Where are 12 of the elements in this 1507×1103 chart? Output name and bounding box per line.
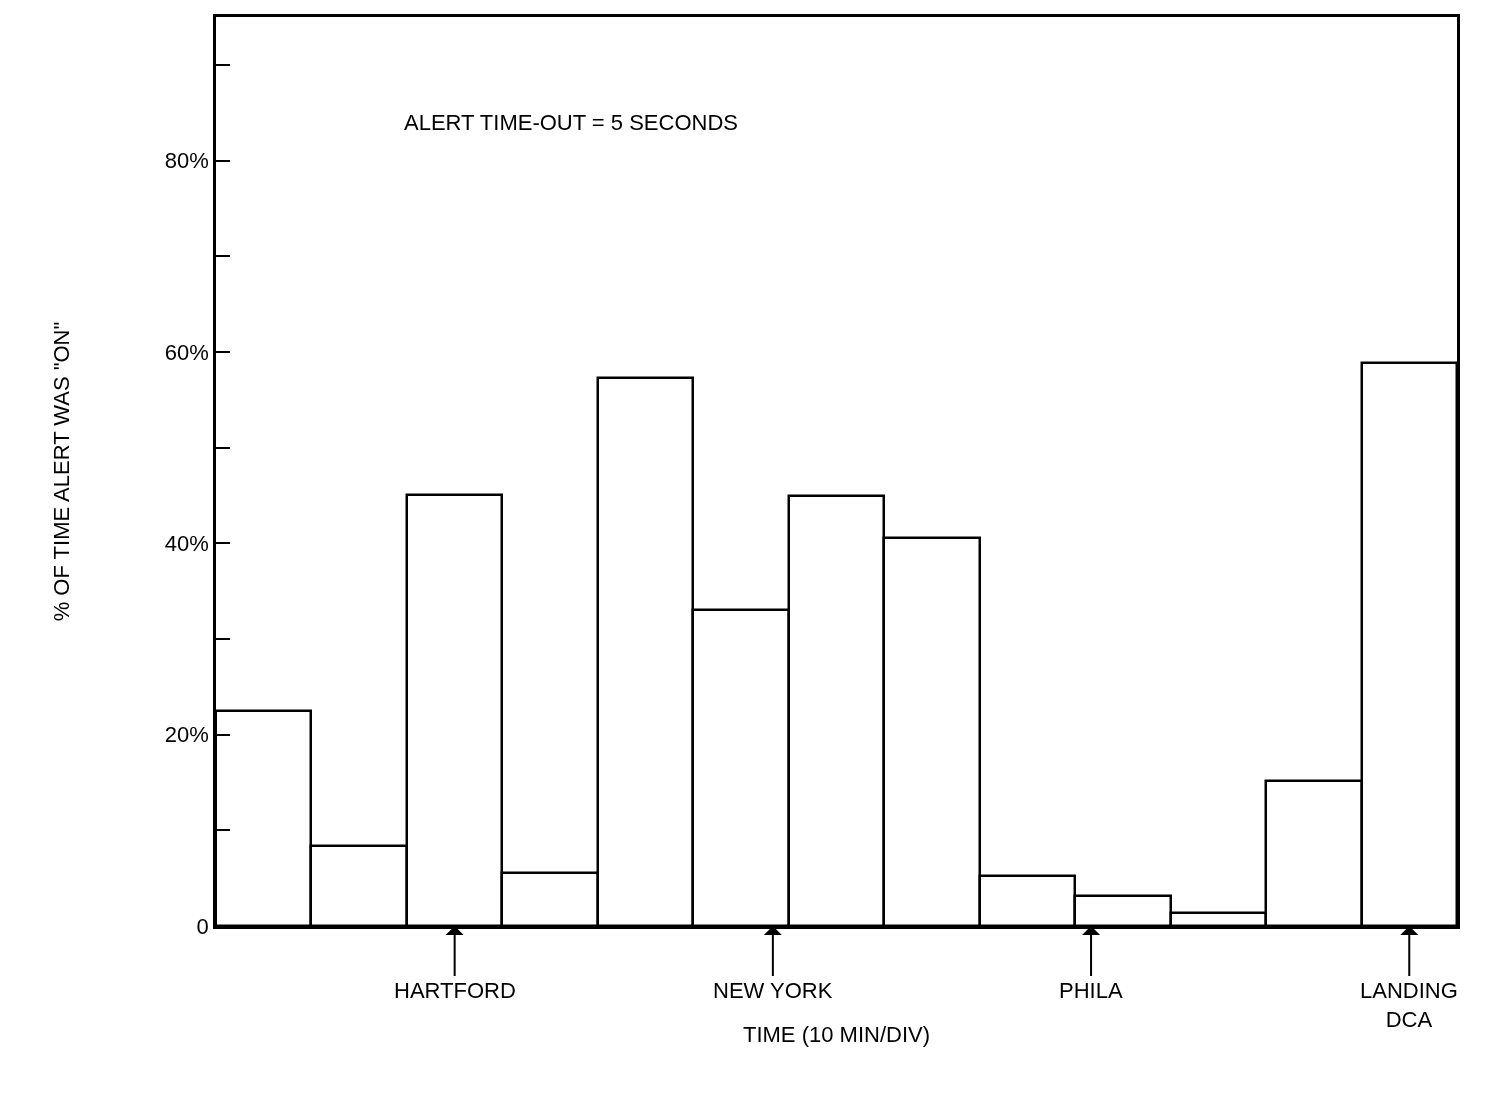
y-axis-title: % OF TIME ALERT WAS "ON" bbox=[48, 321, 74, 622]
text: NEW YORK bbox=[713, 978, 833, 1003]
y-tick-label: 60% bbox=[164, 339, 209, 365]
y-tick-label: 80% bbox=[164, 148, 209, 174]
text: HARTFORD bbox=[394, 978, 516, 1003]
text: PHILA bbox=[1059, 978, 1123, 1003]
text: LANDING DCA bbox=[1360, 978, 1458, 1032]
y-tick-label: 40% bbox=[164, 530, 209, 556]
x-axis-title: TIME (10 MIN/DIV) bbox=[742, 1022, 931, 1048]
y-tick-label: 0 bbox=[196, 913, 209, 939]
y-tick-label: 20% bbox=[164, 722, 209, 748]
annotation: ALERT TIME-OUT = 5 SECONDS bbox=[404, 110, 738, 135]
